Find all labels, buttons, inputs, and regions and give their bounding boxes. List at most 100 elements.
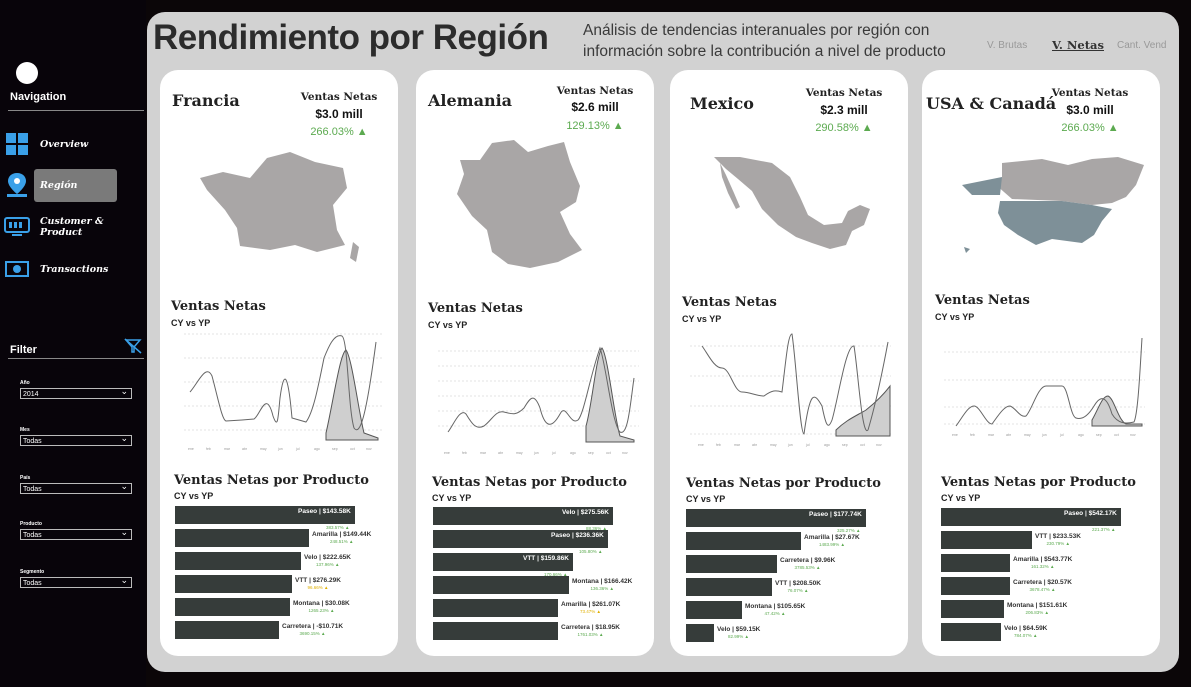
filter-label-month: Mes (20, 427, 30, 433)
product-bar-growth: 230.79% ▲ (1046, 541, 1070, 546)
product-bar-label: VTT | $208.50K (775, 580, 821, 587)
sales-trend-chart: ene feb mar abr may jun jul ago sep oct nov (944, 337, 1145, 437)
product-bar[interactable] (175, 506, 355, 524)
chart-title: Ventas Netas (171, 299, 266, 314)
kpi-label: Ventas Netas (1051, 87, 1129, 99)
svg-text:feb: feb (716, 443, 721, 447)
product-bar[interactable] (941, 554, 1010, 572)
page-subtitle: Análisis de tendencias interanuales por … (583, 22, 946, 60)
product-bar[interactable] (175, 575, 292, 593)
product-bar-growth: 96.66% ▲ (307, 585, 329, 590)
product-bar-growth: 1483.99% ▲ (819, 542, 845, 547)
clear-filter-icon[interactable] (124, 338, 142, 354)
svg-text:abr: abr (752, 443, 758, 447)
money-icon (4, 256, 30, 282)
product-bar-label: Amarilla | $261.07K (561, 601, 621, 608)
svg-text:may: may (770, 443, 777, 447)
monitor-icon (4, 214, 30, 240)
bars-title: Ventas Netas por Producto (686, 476, 881, 491)
sales-trend-chart: ene feb mar abr may jun jul ago sep oct nov (690, 333, 891, 447)
country-dropdown[interactable]: Todas (20, 481, 132, 494)
svg-text:abr: abr (1006, 433, 1012, 437)
product-bar[interactable] (686, 601, 742, 619)
svg-text:jul: jul (551, 451, 556, 455)
nav-title: Navigation (10, 91, 67, 103)
product-bar-label: Montana | $30.08K (293, 600, 350, 607)
product-bar[interactable] (175, 598, 290, 616)
product-bar[interactable] (686, 578, 772, 596)
product-bar[interactable] (941, 531, 1032, 549)
product-bar-label: Carretera | -$10.71K (282, 623, 344, 630)
svg-text:may: may (1024, 433, 1031, 437)
svg-text:jul: jul (805, 443, 810, 447)
country-name: Mexico (690, 94, 754, 113)
product-bar[interactable] (175, 552, 301, 570)
nav-item-customer-product[interactable]: Customer & Product (4, 209, 144, 245)
product-bar[interactable] (433, 507, 613, 525)
svg-text:mar: mar (480, 451, 487, 455)
segment-dropdown[interactable]: Todas (20, 575, 132, 588)
product-bar-growth: 76.07% ▲ (787, 588, 809, 593)
product-bar[interactable] (175, 621, 279, 639)
kpi-label: Ventas Netas (805, 87, 883, 99)
bars-subtitle: CY vs YP (432, 493, 472, 503)
svg-text:feb: feb (462, 451, 467, 455)
product-bar-label: Carretera | $18.95K (561, 624, 620, 631)
product-bar[interactable] (941, 577, 1010, 595)
filter-label-year: Año (20, 380, 30, 386)
product-bar[interactable] (433, 576, 569, 594)
product-bar[interactable] (175, 529, 309, 547)
svg-text:jul: jul (295, 447, 300, 451)
product-bar[interactable] (941, 600, 1004, 618)
product-bar[interactable] (433, 622, 558, 640)
svg-text:jul: jul (1059, 433, 1064, 437)
product-bar[interactable] (686, 624, 714, 642)
kpi-label: Ventas Netas (556, 85, 634, 97)
product-bar[interactable] (686, 555, 777, 573)
kpi-growth: 266.03% ▲ (1061, 122, 1119, 134)
kpi-value: $2.6 mill (571, 100, 619, 114)
product-bar-growth: 170.66% ▲ (544, 572, 568, 577)
product-bar[interactable] (433, 553, 573, 571)
year-dropdown[interactable]: 2014 (20, 386, 132, 399)
toggle-quantity-sold[interactable]: Cant. Vend (1117, 40, 1167, 51)
product-bar-growth: 105.80% ▲ (579, 549, 603, 554)
svg-text:may: may (260, 447, 267, 451)
user-icon[interactable] (16, 62, 38, 84)
nav-item-overview[interactable]: Overview (4, 126, 144, 162)
product-bar-growth: 784.07% ▲ (1014, 633, 1038, 638)
filter-label-segment: Segmento (20, 569, 45, 575)
product-bar-label: VTT | $276.29K (295, 577, 341, 584)
svg-text:ene: ene (188, 447, 194, 451)
product-bar-growth: 136.36% ▲ (590, 586, 614, 591)
product-bar-label: Montana | $105.65K (745, 603, 806, 610)
toggle-gross-sales[interactable]: V. Brutas (987, 40, 1028, 51)
product-bar-growth: 221.37% ▲ (1092, 527, 1116, 532)
mexico-map (714, 157, 870, 249)
chart-subtitle: CY vs YP (428, 320, 468, 330)
product-bar[interactable] (941, 508, 1121, 526)
country-name: Francia (172, 91, 240, 110)
month-dropdown[interactable]: Todas (20, 433, 132, 446)
nav-item-region[interactable]: Región (4, 167, 144, 203)
product-bar[interactable] (433, 530, 608, 548)
divider (8, 110, 144, 111)
kpi-value: $2.3 mill (820, 103, 868, 117)
svg-text:ago: ago (314, 447, 320, 451)
nav-label: Transactions (40, 263, 109, 275)
nav-item-transactions[interactable]: Transactions (4, 251, 144, 287)
svg-text:may: may (516, 451, 523, 455)
product-bar-growth: 248.51% ▲ (330, 539, 354, 544)
product-bar-growth: 3785.53% ▲ (794, 565, 821, 570)
product-bar-label: Montana | $151.61K (1007, 602, 1068, 609)
product-dropdown[interactable]: Todas (20, 527, 132, 540)
filter-label-country: País (20, 475, 31, 481)
product-bar-label: Paseo | $236.36K (551, 532, 604, 539)
product-bar[interactable] (686, 509, 866, 527)
product-bar[interactable] (686, 532, 801, 550)
toggle-net-sales[interactable]: V. Netas (1052, 38, 1104, 52)
france-map (200, 152, 359, 262)
product-bar[interactable] (941, 623, 1001, 641)
product-bar[interactable] (433, 599, 558, 617)
kpi-value: $3.0 mill (315, 107, 363, 121)
